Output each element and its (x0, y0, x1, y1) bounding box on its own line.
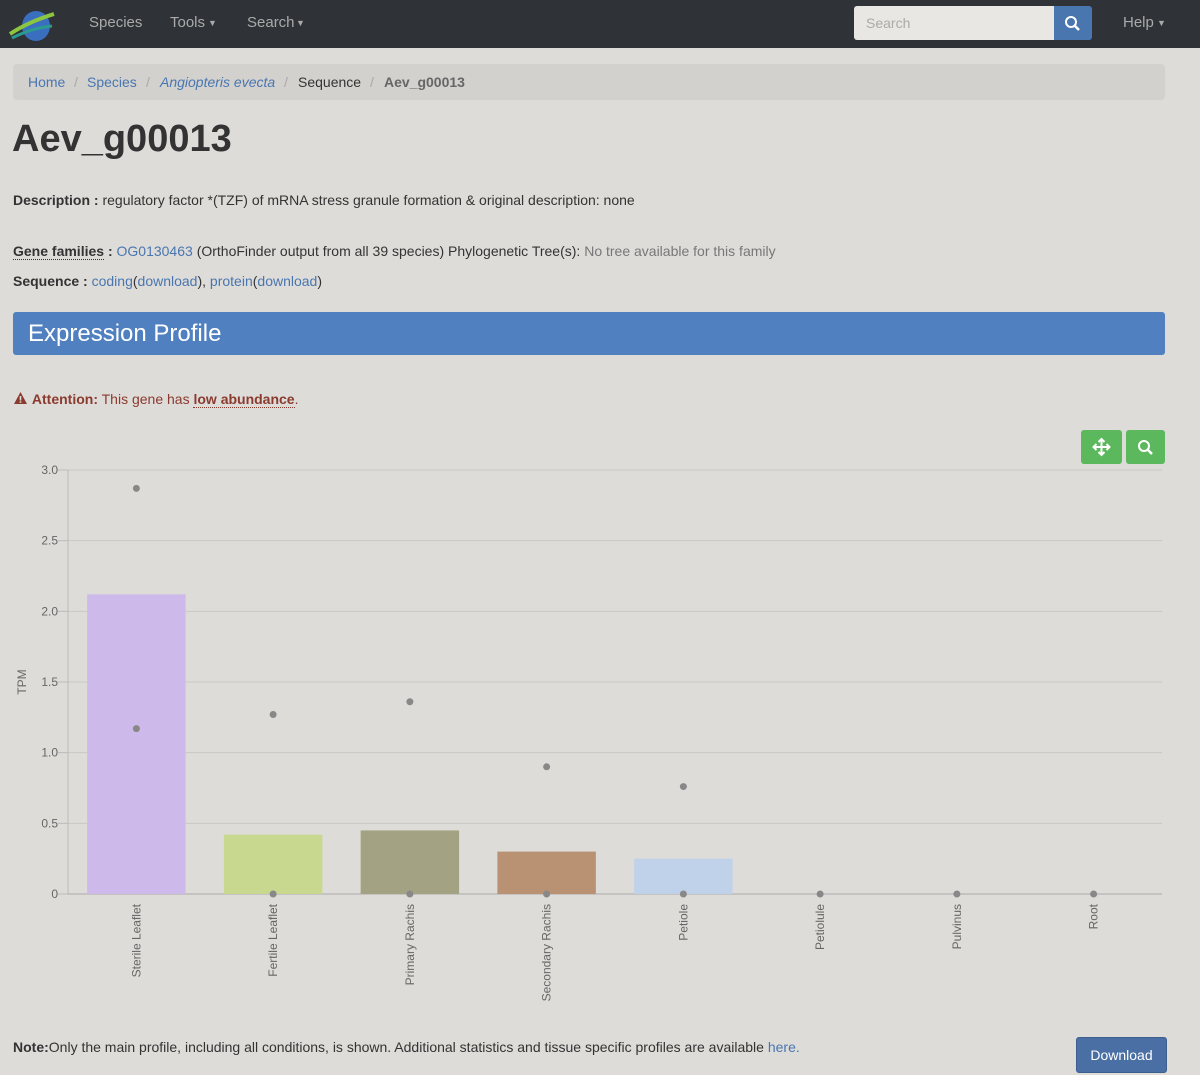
text: ), (197, 273, 207, 289)
link[interactable]: low abundance (193, 391, 295, 408)
crumb[interactable]: Home (28, 74, 66, 90)
sep: / (74, 74, 78, 90)
label: Gene families (13, 243, 105, 260)
caret: ▼ (208, 18, 217, 28)
caret: ▼ (1157, 18, 1166, 28)
attention: Attention: This gene has low abundance. (13, 391, 299, 408)
label: Description : (13, 192, 99, 208)
sequence: Sequence : coding(download), protein(dow… (13, 273, 322, 289)
label: Note: (13, 1039, 49, 1055)
replicate-point (406, 890, 414, 898)
end: . (294, 391, 299, 407)
bar (223, 834, 323, 894)
replicate-point (679, 890, 687, 898)
navbar: Species Tools ▼ Search ▼ Search Help ▼ (0, 0, 1200, 48)
x-tick-label: Root (1087, 903, 1101, 929)
replicate-point (953, 890, 961, 898)
nav-item[interactable]: Help (1123, 14, 1154, 31)
description: Description : regulatory factor *(TZF) o… (13, 192, 635, 208)
tree: No tree available for this family (584, 243, 776, 259)
replicate-point (543, 890, 551, 898)
bar (87, 594, 186, 894)
y-tick-label: 1.5 (41, 675, 58, 689)
colon: : (107, 243, 113, 259)
x-tick-label: Fertile Leaflet (266, 903, 280, 976)
note: Note:Only the main profile, including al… (13, 1039, 800, 1055)
move-icon (1092, 437, 1111, 457)
x-tick-label: Primary Rachis (403, 904, 417, 985)
sep: / (146, 74, 150, 90)
text: This gene has (101, 391, 190, 407)
x-tick-label: Pulvinus (950, 904, 964, 949)
x-tick-label: Sterile Leaflet (129, 903, 143, 977)
replicate-point (406, 698, 414, 706)
text: ( (252, 273, 258, 289)
y-tick-label: 1.0 (41, 746, 58, 760)
replicate-point (543, 763, 551, 771)
label: Sequence : (13, 273, 88, 289)
search-input[interactable]: Search (854, 6, 1054, 40)
x-tick-label: Petiole (676, 904, 690, 941)
x-tick-label: Secondary Rachis (540, 904, 554, 1001)
replicate-point (132, 725, 140, 733)
search-button[interactable] (1054, 6, 1092, 40)
panel-heading: Expression Profile (13, 312, 1165, 355)
bar (497, 851, 596, 894)
text: (OrthoFinder output from all 39 species)… (196, 243, 581, 259)
logo[interactable] (8, 4, 58, 44)
text: ( (132, 273, 138, 289)
link[interactable]: protein (209, 273, 253, 289)
placeholder: Search (866, 15, 911, 31)
crumb: Sequence (298, 74, 362, 90)
chart: TPM 0 0.5 1.0 1.5 2.0 2.5 3.0 Sterile Leaflet Fer… (15, 463, 1162, 1001)
sep: / (370, 74, 374, 90)
y-tick-label: 2.5 (41, 534, 58, 548)
y-tick-label: 3.0 (41, 463, 58, 477)
text: Only the main profile, including all con… (48, 1039, 764, 1055)
sep: / (284, 74, 288, 90)
nav-item[interactable]: Search (247, 14, 295, 31)
link[interactable]: download (137, 273, 198, 289)
replicate-point (1090, 890, 1098, 898)
page-title: Aev_g00013 (12, 118, 232, 160)
warning-icon (14, 392, 27, 404)
crumb[interactable]: Angiopteris evecta (160, 74, 276, 90)
text: ) (317, 273, 323, 289)
x-tick-label: Petiolule (813, 904, 827, 950)
bar (634, 858, 733, 894)
zoom-icon (1138, 440, 1153, 455)
download-button[interactable]: Download (1076, 1037, 1167, 1073)
replicate-point (269, 711, 277, 719)
nav-item[interactable]: Tools (170, 14, 206, 31)
replicate-point (269, 890, 277, 898)
bar (360, 830, 460, 894)
caret: ▼ (296, 18, 305, 28)
crumb: Aev_g00013 (384, 74, 465, 90)
y-tick-label: 0 (51, 887, 58, 901)
zoom-button[interactable] (1126, 430, 1165, 464)
search-icon (1065, 16, 1080, 31)
text: regulatory factor *(TZF) of mRNA stress … (102, 192, 635, 208)
replicate-point (816, 890, 824, 898)
link[interactable]: OG0130463 (116, 243, 193, 259)
breadcrumb: Home / Species / Angiopteris evecta / Se… (13, 64, 1165, 100)
label: Attention: (31, 391, 98, 407)
link[interactable]: here. (767, 1039, 800, 1055)
pan-button[interactable] (1081, 430, 1122, 464)
link[interactable]: download (257, 273, 318, 289)
replicate-point (679, 783, 687, 791)
panel-title: Expression Profile (28, 320, 222, 347)
replicate-point (132, 484, 140, 492)
nav-item[interactable]: Species (89, 14, 143, 31)
y-tick-label: 0.5 (41, 816, 58, 830)
y-axis-label: TPM (15, 669, 29, 694)
y-tick-label: 2.0 (41, 604, 58, 618)
gene-families: Gene families : OG0130463 (OrthoFinder o… (13, 243, 776, 260)
link[interactable]: coding (91, 273, 133, 289)
crumb[interactable]: Species (87, 74, 137, 90)
